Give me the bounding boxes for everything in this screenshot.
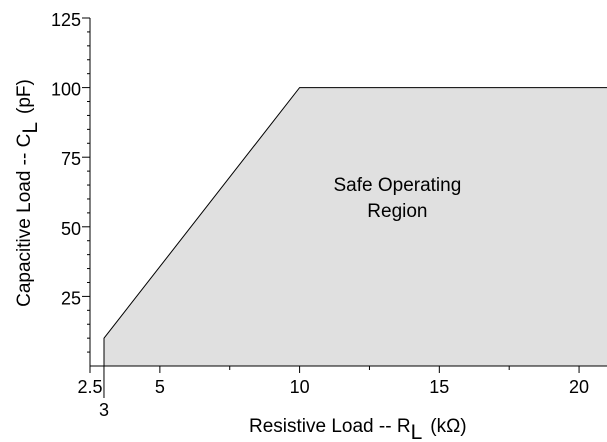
x-axis-title-subscript: L <box>411 421 423 442</box>
y-axis-title-subscript: L <box>19 122 42 134</box>
y-tick-label: 125 <box>51 10 81 30</box>
y-axis: 25 50 75 100 125 <box>51 10 91 366</box>
x-axis-title-unit: (kΩ) <box>430 416 466 437</box>
annotations: Safe Operating Region <box>333 175 461 222</box>
y-tick-label: 50 <box>61 219 81 239</box>
y-tick-label: 75 <box>61 149 81 169</box>
annotation-label: Region <box>367 201 427 222</box>
x-tick-label: 20 <box>569 377 589 397</box>
x-tick-label: 5 <box>155 377 165 397</box>
y-tick-label: 25 <box>61 288 81 308</box>
annotation-label: Safe Operating <box>333 175 461 196</box>
x-tick-label: 15 <box>429 377 449 397</box>
x-tick-label: 10 <box>290 377 310 397</box>
y-axis-title: Capacitive Load -- CL (pF) <box>14 79 42 307</box>
x-extra-tick-label: 3 <box>99 400 109 420</box>
x-tick-label: 2.5 <box>77 377 102 397</box>
y-axis-title-prefix: Capacitive Load -- C <box>14 134 35 307</box>
y-tick-label: 100 <box>51 80 81 100</box>
safe-operating-region-boundary <box>103 87 607 366</box>
x-axis-title-prefix: Resistive Load -- R <box>249 416 411 437</box>
x-axis: 2.5 5 10 15 20 3 <box>77 365 607 420</box>
plot-area <box>103 87 607 366</box>
safe-operating-region-area <box>104 87 607 366</box>
y-axis-title-unit: (pF) <box>14 79 35 114</box>
x-axis-title: Resistive Load -- RL (kΩ) <box>249 416 467 442</box>
